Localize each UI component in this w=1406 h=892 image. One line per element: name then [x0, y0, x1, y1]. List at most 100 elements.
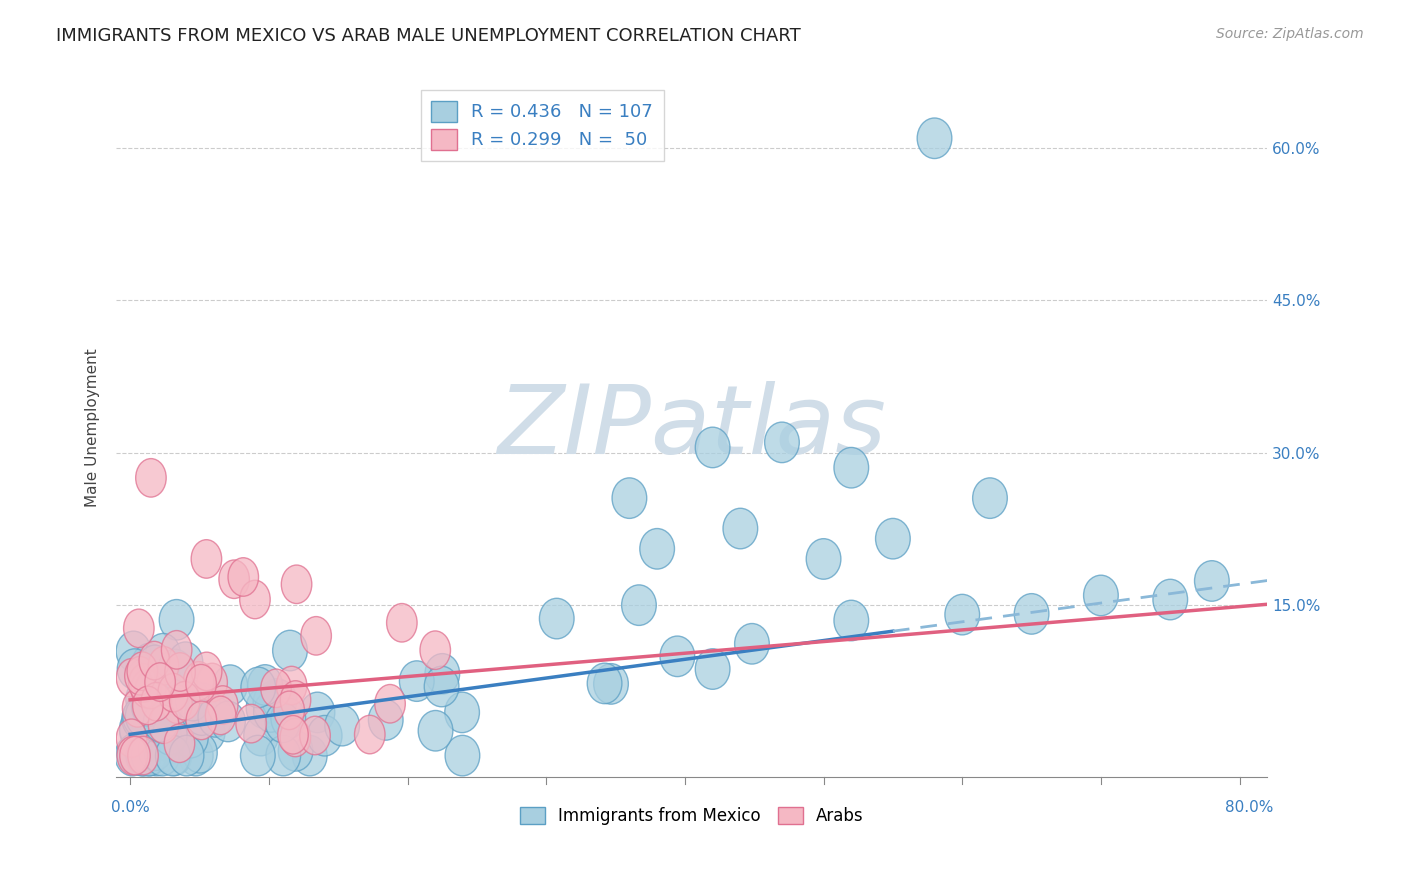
Ellipse shape [139, 735, 174, 776]
Ellipse shape [247, 665, 283, 706]
Ellipse shape [420, 631, 450, 669]
Ellipse shape [146, 688, 181, 728]
Ellipse shape [425, 654, 460, 694]
Ellipse shape [138, 730, 173, 771]
Ellipse shape [540, 599, 574, 639]
Ellipse shape [128, 668, 163, 708]
Ellipse shape [131, 669, 162, 708]
Ellipse shape [723, 508, 758, 549]
Ellipse shape [145, 663, 176, 701]
Ellipse shape [325, 706, 360, 746]
Ellipse shape [117, 632, 150, 672]
Ellipse shape [292, 735, 328, 776]
Ellipse shape [308, 715, 342, 756]
Ellipse shape [246, 688, 281, 728]
Ellipse shape [612, 478, 647, 518]
Ellipse shape [273, 631, 308, 671]
Ellipse shape [280, 718, 311, 756]
Ellipse shape [125, 657, 155, 695]
Ellipse shape [696, 648, 730, 690]
Ellipse shape [139, 641, 170, 680]
Ellipse shape [152, 714, 187, 755]
Ellipse shape [157, 735, 191, 775]
Text: IMMIGRANTS FROM MEXICO VS ARAB MALE UNEMPLOYMENT CORRELATION CHART: IMMIGRANTS FROM MEXICO VS ARAB MALE UNEM… [56, 27, 801, 45]
Ellipse shape [169, 642, 202, 682]
Ellipse shape [271, 698, 305, 739]
Ellipse shape [132, 686, 163, 724]
Ellipse shape [399, 661, 434, 701]
Ellipse shape [156, 735, 190, 776]
Ellipse shape [281, 565, 312, 604]
Ellipse shape [184, 695, 219, 735]
Ellipse shape [132, 735, 167, 776]
Ellipse shape [260, 669, 291, 707]
Ellipse shape [148, 647, 179, 685]
Ellipse shape [157, 721, 193, 761]
Ellipse shape [446, 735, 479, 776]
Ellipse shape [239, 580, 270, 619]
Ellipse shape [122, 697, 157, 737]
Ellipse shape [128, 737, 159, 775]
Ellipse shape [122, 698, 156, 739]
Ellipse shape [1084, 575, 1118, 615]
Ellipse shape [198, 697, 232, 737]
Ellipse shape [806, 539, 841, 579]
Ellipse shape [125, 679, 160, 720]
Ellipse shape [138, 645, 173, 686]
Ellipse shape [301, 616, 332, 655]
Ellipse shape [141, 682, 172, 721]
Ellipse shape [162, 685, 193, 723]
Ellipse shape [157, 723, 193, 763]
Ellipse shape [183, 662, 214, 700]
Ellipse shape [157, 649, 193, 690]
Ellipse shape [117, 737, 148, 775]
Ellipse shape [143, 701, 179, 742]
Ellipse shape [190, 712, 225, 752]
Ellipse shape [117, 719, 146, 757]
Text: ZIPatlas: ZIPatlas [498, 381, 886, 474]
Ellipse shape [146, 657, 180, 697]
Ellipse shape [266, 735, 301, 776]
Ellipse shape [228, 558, 259, 596]
Ellipse shape [136, 688, 172, 728]
Ellipse shape [299, 692, 335, 732]
Ellipse shape [696, 427, 730, 467]
Ellipse shape [179, 735, 214, 776]
Ellipse shape [120, 737, 150, 775]
Ellipse shape [136, 677, 170, 718]
Ellipse shape [169, 735, 204, 776]
Ellipse shape [274, 691, 305, 730]
Ellipse shape [253, 691, 288, 732]
Ellipse shape [132, 704, 167, 744]
Ellipse shape [186, 665, 217, 703]
Ellipse shape [354, 715, 385, 754]
Ellipse shape [387, 604, 418, 642]
Ellipse shape [262, 680, 297, 721]
Ellipse shape [139, 700, 174, 741]
Ellipse shape [157, 673, 188, 712]
Legend: R = 0.436   N = 107, R = 0.299   N =  50: R = 0.436 N = 107, R = 0.299 N = 50 [420, 90, 664, 161]
Ellipse shape [299, 716, 330, 755]
Ellipse shape [127, 689, 162, 730]
Ellipse shape [659, 636, 695, 677]
Ellipse shape [444, 692, 479, 732]
Ellipse shape [208, 686, 238, 724]
Ellipse shape [125, 735, 159, 776]
Ellipse shape [115, 735, 149, 776]
Ellipse shape [136, 731, 172, 771]
Ellipse shape [148, 690, 183, 730]
Ellipse shape [132, 686, 166, 726]
Ellipse shape [124, 609, 155, 648]
Ellipse shape [131, 735, 166, 776]
Ellipse shape [368, 699, 404, 740]
Ellipse shape [211, 701, 245, 742]
Ellipse shape [146, 633, 180, 674]
Ellipse shape [132, 720, 167, 760]
Ellipse shape [1195, 561, 1229, 601]
Ellipse shape [120, 709, 155, 749]
Ellipse shape [165, 653, 195, 691]
Ellipse shape [117, 658, 146, 698]
Ellipse shape [834, 448, 869, 488]
Ellipse shape [278, 731, 314, 771]
Ellipse shape [159, 599, 194, 640]
